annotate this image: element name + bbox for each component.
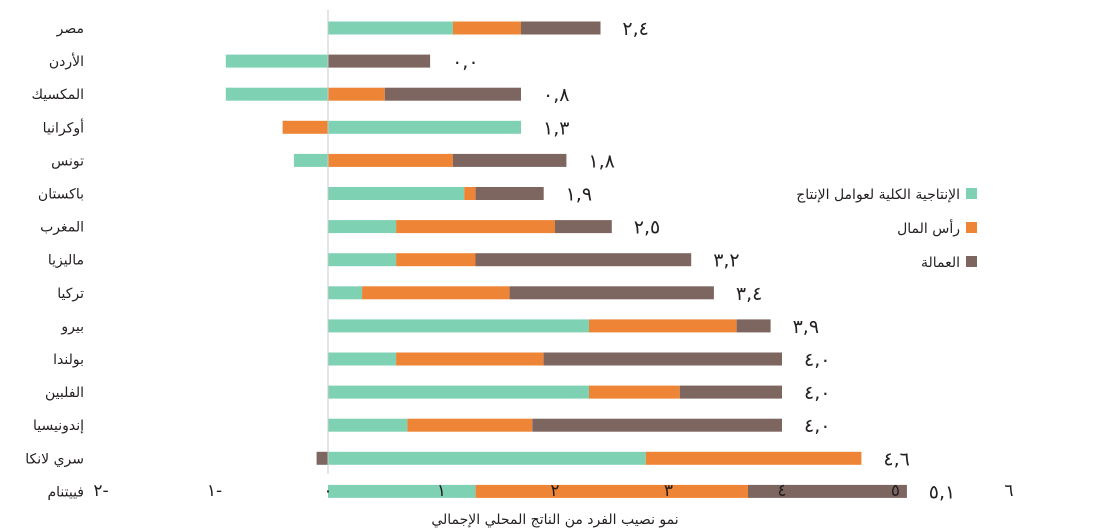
bar-segment — [328, 54, 431, 68]
category-label: سري لانكا — [25, 451, 84, 467]
category-label: مصر — [56, 21, 84, 37]
total-value-label: ١,٩ — [566, 184, 592, 206]
total-value-label: ٤,٠ — [804, 415, 830, 437]
total-value-label: ٥,١ — [929, 481, 955, 503]
legend-label: العمالة — [921, 255, 960, 271]
legend-swatch — [966, 222, 977, 233]
category-label: تركيا — [57, 286, 84, 302]
total-value-label: ١,٨ — [588, 150, 614, 172]
x-tick-label: ١ — [437, 481, 446, 501]
category-label: ماليزيا — [48, 253, 84, 269]
total-value-label: ٣,٢ — [713, 250, 739, 272]
bar-segment — [452, 21, 521, 35]
bar-segment — [555, 220, 612, 234]
bar-segment — [328, 21, 453, 35]
total-value-label: ٣,٩ — [793, 316, 819, 338]
legend: الإنتاجية الكلية لعوامل الإنتاج رأس المال… — [796, 187, 977, 271]
total-value-label: ٤,٠ — [804, 382, 830, 404]
category-label: باكستان — [38, 187, 84, 203]
legend-label: رأس المال — [897, 219, 960, 237]
bar-segment — [396, 220, 555, 234]
total-value-label: ٤,٦ — [883, 448, 909, 470]
bar-segment — [589, 385, 680, 399]
bar-segment — [748, 484, 907, 498]
x-tick-label: ٥ — [891, 481, 900, 501]
category-label: إندونيسيا — [33, 418, 84, 434]
category-label: تونس — [51, 153, 84, 169]
bar-segment — [543, 352, 782, 366]
bar-segment — [328, 286, 363, 300]
bar-segment — [396, 253, 476, 267]
x-tick-label: ٦ — [1004, 481, 1013, 501]
total-value-label: ٢,٥ — [634, 217, 660, 239]
total-value-label: ٣,٤ — [736, 283, 762, 305]
bar-segment — [293, 153, 328, 167]
bar-segment — [645, 451, 862, 465]
bar-segment — [384, 87, 521, 101]
bar-segment — [532, 418, 782, 432]
bar-segment — [328, 484, 476, 498]
bar-segment — [316, 451, 328, 465]
total-labels: ٢,٤ ٠,٠ ٠,٨ ١,٣ ١,٨ ١,٩ ٢,٥ ٣,٢ ٣,٤ ٣,٩ ٤,٠ ٤,٠ ٤,٠ ٤… — [452, 18, 955, 503]
bar-segment — [475, 253, 692, 267]
bar-segment — [328, 87, 385, 101]
category-label: الأردن — [49, 52, 84, 70]
category-label: المغرب — [40, 220, 84, 236]
x-tick-label: ٢ — [550, 481, 559, 501]
bar-segment — [328, 253, 397, 267]
bar-segment — [225, 54, 328, 68]
bar-segment — [509, 286, 714, 300]
legend-label: الإنتاجية الكلية لعوامل الإنتاج — [796, 187, 960, 203]
bar-segment — [452, 153, 567, 167]
x-axis-tick-labels: ٢- ١- ٠ ١ ٢ ٣ ٤ ٥ ٦ — [93, 481, 1013, 501]
bar-segment — [679, 385, 782, 399]
category-label: الفلبين — [45, 385, 84, 401]
category-label: المكسيك — [32, 87, 85, 103]
bar-segment — [521, 21, 601, 35]
bar-segment — [396, 352, 544, 366]
x-axis-title: نمو نصيب الفرد من الناتج المحلي الإجمالي — [431, 512, 678, 528]
legend-swatch — [966, 188, 977, 199]
bar-segment — [589, 319, 737, 333]
x-tick-label: ٢- — [93, 481, 108, 501]
bar-segment — [282, 120, 328, 134]
x-tick-label: ١- — [207, 481, 222, 501]
bar-segment — [328, 120, 521, 134]
category-label: بولندا — [53, 352, 84, 368]
bar-segment — [736, 319, 771, 333]
total-value-label: ٠,٨ — [543, 84, 569, 106]
bar-segment — [225, 87, 328, 101]
bar-segment — [328, 385, 589, 399]
category-label: بيرو — [60, 319, 84, 335]
total-value-label: ٤,٠ — [804, 349, 830, 371]
category-label: أوكرانيا — [43, 118, 84, 136]
bar-segment — [328, 451, 646, 465]
bar-segment — [362, 286, 510, 300]
x-tick-label: ٠ — [323, 481, 332, 501]
bar-segment — [407, 418, 533, 432]
x-tick-label: ٣ — [664, 481, 673, 501]
bar-segment — [328, 187, 465, 200]
bar-segment — [328, 319, 589, 333]
total-value-label: ١,٣ — [543, 117, 569, 139]
bar-segment — [328, 352, 397, 366]
total-value-label: ٢,٤ — [622, 18, 648, 40]
bar-segment — [475, 484, 748, 498]
category-label: فييتنام — [47, 484, 84, 500]
bar-segment — [328, 220, 397, 234]
bar-segment — [464, 187, 476, 200]
x-tick-label: ٤ — [777, 481, 786, 501]
bar-segment — [475, 187, 544, 200]
legend-swatch — [966, 256, 977, 267]
bar-segment — [328, 153, 453, 167]
category-labels: مصر الأردن المكسيك أوكرانيا تونس باكستان المغر… — [25, 21, 84, 500]
total-value-label: ٠,٠ — [452, 51, 478, 73]
bars-layer — [225, 21, 907, 498]
bar-segment — [328, 418, 408, 432]
